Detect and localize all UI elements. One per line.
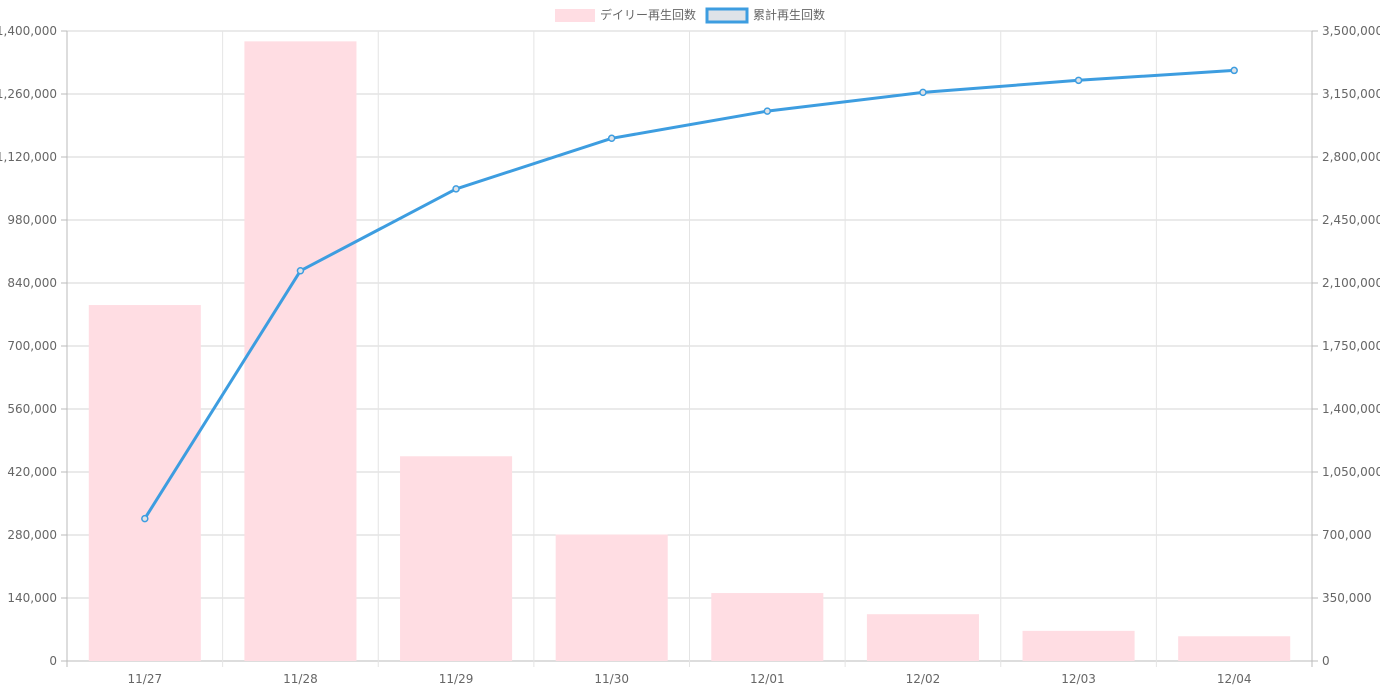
y-right-tick-label: 2,100,000 xyxy=(1322,276,1380,290)
x-tick-label: 11/30 xyxy=(594,672,629,686)
bar[interactable] xyxy=(1022,630,1135,661)
y-right-tick-label: 3,150,000 xyxy=(1322,87,1380,101)
line-point[interactable] xyxy=(452,185,460,193)
line-point[interactable] xyxy=(1230,66,1238,75)
legend-label-daily: デイリー再生回数 xyxy=(600,7,696,22)
y-right-tick-label: 3,500,000 xyxy=(1322,24,1380,38)
bar[interactable] xyxy=(244,41,357,662)
line-point[interactable] xyxy=(919,88,927,97)
bar[interactable] xyxy=(866,614,979,661)
legend-item-cumulative[interactable]: 累計再生回数 xyxy=(705,7,825,24)
y-left-tick-label: 560,000 xyxy=(7,402,57,416)
x-tick-label: 12/03 xyxy=(1061,672,1096,686)
line-point[interactable] xyxy=(607,134,616,143)
y-left-tick-label: 840,000 xyxy=(7,276,57,290)
y-right-tick-label: 1,750,000 xyxy=(1322,339,1380,353)
axes: 0 0 140,000 350,000 280,000 700,000 420,000 1,0… xyxy=(0,24,1380,686)
legend: デイリー再生回数 累計再生回数 xyxy=(555,7,825,24)
y-left-tick-label: 0 xyxy=(49,654,57,668)
y-left-tick-label: 980,000 xyxy=(7,213,57,227)
y-right-tick-label: 1,050,000 xyxy=(1322,465,1380,479)
bar[interactable] xyxy=(400,456,513,661)
bar-series xyxy=(88,41,1291,662)
bar[interactable] xyxy=(555,534,668,661)
y-right-tick-label: 700,000 xyxy=(1322,528,1372,542)
y-right-tick-label: 350,000 xyxy=(1322,591,1372,605)
line-point[interactable] xyxy=(1074,76,1083,85)
line-point[interactable] xyxy=(141,514,149,523)
y-left-tick-label: 280,000 xyxy=(7,528,57,542)
bar[interactable] xyxy=(88,305,201,661)
x-tick-label: 12/04 xyxy=(1217,672,1252,686)
y-left-tick-label: 420,000 xyxy=(7,465,57,479)
legend-label-cumulative: 累計再生回数 xyxy=(753,7,825,22)
line-point[interactable] xyxy=(296,267,305,275)
y-right-tick-label: 2,800,000 xyxy=(1322,150,1380,164)
y-right-tick-label: 2,450,000 xyxy=(1322,213,1380,227)
y-left-tick-label: 1,120,000 xyxy=(0,150,57,164)
cumulative-line xyxy=(143,68,1235,520)
y-left-tick-label: 1,260,000 xyxy=(0,87,57,101)
y-right-tick-label: 0 xyxy=(1322,654,1330,668)
bar[interactable] xyxy=(1178,636,1291,661)
y-right-tick-label: 1,400,000 xyxy=(1322,402,1380,416)
line-series xyxy=(141,66,1238,523)
legend-swatch-cumulative xyxy=(705,7,749,24)
x-tick-label: 12/02 xyxy=(906,672,941,686)
y-left-tick-label: 700,000 xyxy=(7,339,57,353)
line-point[interactable] xyxy=(763,107,772,115)
y-left-tick-label: 140,000 xyxy=(7,591,57,605)
x-tick-label: 11/28 xyxy=(283,672,318,686)
x-tick-label: 11/29 xyxy=(439,672,474,686)
legend-swatch-daily xyxy=(555,9,595,22)
y-left-tick-label: 1,400,000 xyxy=(0,24,57,38)
x-tick-label: 11/27 xyxy=(128,672,163,686)
x-tick-label: 12/01 xyxy=(750,672,785,686)
bar[interactable] xyxy=(711,593,824,661)
legend-item-daily[interactable]: デイリー再生回数 xyxy=(555,7,696,22)
